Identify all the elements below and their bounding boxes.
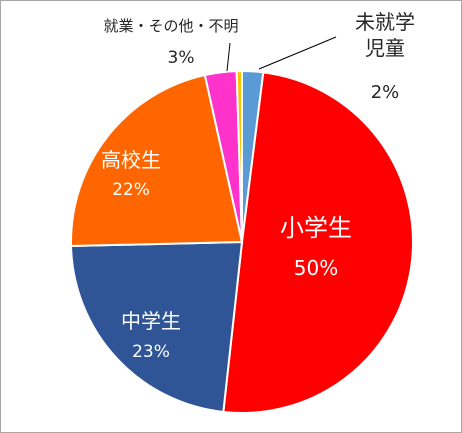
value-label: 50%: [293, 256, 339, 280]
slice-label: 小学生: [280, 214, 352, 242]
slice-label: 高校生: [101, 148, 161, 172]
pie-slice: [70, 73, 244, 248]
value-label: 22%: [112, 180, 150, 200]
pie-slice: [235, 69, 243, 243]
slice-label: 中学生: [121, 309, 181, 333]
value-label: 23%: [132, 342, 170, 362]
value-label: 2%: [370, 82, 400, 103]
value-label: 3%: [167, 48, 195, 68]
leader-line: [258, 36, 337, 70]
slice-label: 就業・その他・不明: [103, 17, 239, 35]
slice-label: 未就学児童: [355, 10, 415, 60]
leader-line: [226, 42, 231, 72]
pie-slice: [70, 240, 244, 414]
pie-slice: [222, 71, 415, 414]
